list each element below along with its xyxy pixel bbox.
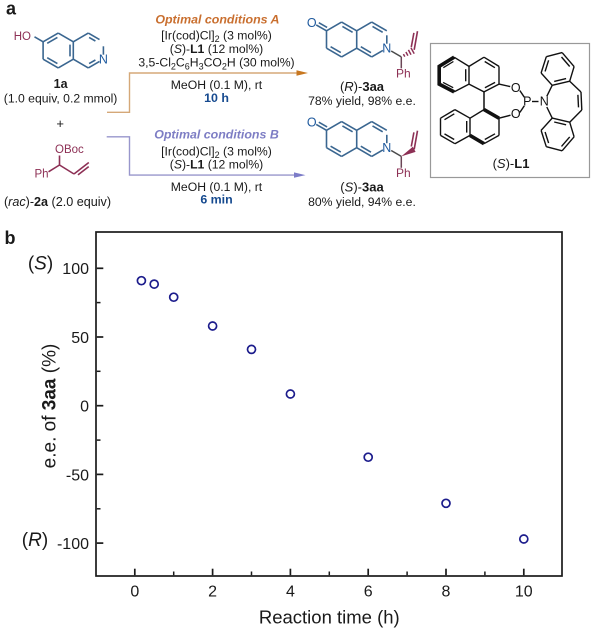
svg-text:(S)-L1 (12 mol%): (S)-L1 (12 mol%) (170, 158, 263, 172)
svg-text:b: b (5, 228, 16, 248)
svg-text:MeOH (0.1 M), rt: MeOH (0.1 M), rt (171, 78, 263, 92)
svg-text:(R)-3aa: (R)-3aa (340, 79, 385, 94)
svg-text:(R): (R) (22, 530, 48, 551)
svg-text:Reaction time (h): Reaction time (h) (259, 607, 400, 628)
svg-text:e.e. of 3aa (%): e.e. of 3aa (%) (40, 344, 61, 469)
svg-text:(1.0 equiv, 0.2 mmol): (1.0 equiv, 0.2 mmol) (4, 91, 118, 105)
svg-text:P: P (523, 95, 531, 109)
svg-text:N: N (99, 53, 108, 67)
svg-text:N: N (382, 42, 391, 56)
svg-text:0: 0 (80, 399, 89, 416)
svg-text:10 h: 10 h (204, 91, 229, 105)
svg-text:4: 4 (286, 584, 295, 601)
svg-text:2: 2 (208, 584, 217, 601)
svg-text:N: N (540, 95, 549, 109)
svg-text:80% yield, 94% e.e.: 80% yield, 94% e.e. (308, 195, 416, 209)
svg-text:OBoc: OBoc (55, 144, 84, 156)
svg-text:3,5-Cl2C6H3CO2H (30 mol%): 3,5-Cl2C6H3CO2H (30 mol%) (138, 56, 294, 72)
svg-text:(rac)-2a (2.0 equiv): (rac)-2a (2.0 equiv) (4, 195, 111, 209)
svg-text:O: O (511, 81, 521, 95)
svg-text:8: 8 (442, 584, 451, 601)
svg-text:MeOH (0.1 M), rt: MeOH (0.1 M), rt (171, 180, 263, 194)
svg-text:Ph: Ph (396, 67, 411, 81)
svg-text:6: 6 (364, 584, 373, 601)
svg-text:50: 50 (71, 330, 89, 347)
svg-text:(S)-L1: (S)-L1 (493, 156, 530, 171)
svg-text:N: N (382, 141, 391, 155)
svg-text:10: 10 (515, 584, 533, 601)
svg-text:78% yield, 98% e.e.: 78% yield, 98% e.e. (308, 94, 416, 108)
svg-text:100: 100 (62, 261, 89, 278)
svg-text:-50: -50 (66, 467, 89, 484)
svg-text:1a: 1a (54, 77, 69, 91)
svg-text:[Ir(cod)Cl]2 (3 mol%): [Ir(cod)Cl]2 (3 mol%) (161, 145, 272, 161)
svg-text:Optimal conditions A: Optimal conditions A (155, 12, 279, 26)
svg-text:+: + (56, 116, 64, 131)
svg-text:-100: -100 (57, 536, 89, 553)
svg-text:Ph: Ph (34, 168, 48, 180)
svg-text:(S)-3aa: (S)-3aa (340, 179, 384, 194)
svg-text:HO: HO (14, 31, 31, 43)
svg-text:6 min: 6 min (200, 193, 232, 207)
svg-text:O: O (307, 115, 317, 129)
svg-text:[Ir(cod)Cl]2 (3 mol%): [Ir(cod)Cl]2 (3 mol%) (161, 28, 272, 44)
svg-text:0: 0 (130, 584, 139, 601)
svg-text:O: O (307, 16, 317, 30)
svg-text:Optimal conditions B: Optimal conditions B (154, 127, 279, 141)
svg-text:(S): (S) (28, 254, 53, 275)
svg-text:Ph: Ph (396, 166, 411, 180)
svg-text:(S)-L1 (12 mol%): (S)-L1 (12 mol%) (170, 42, 263, 56)
svg-text:a: a (6, 0, 17, 19)
svg-text:O: O (511, 107, 521, 121)
